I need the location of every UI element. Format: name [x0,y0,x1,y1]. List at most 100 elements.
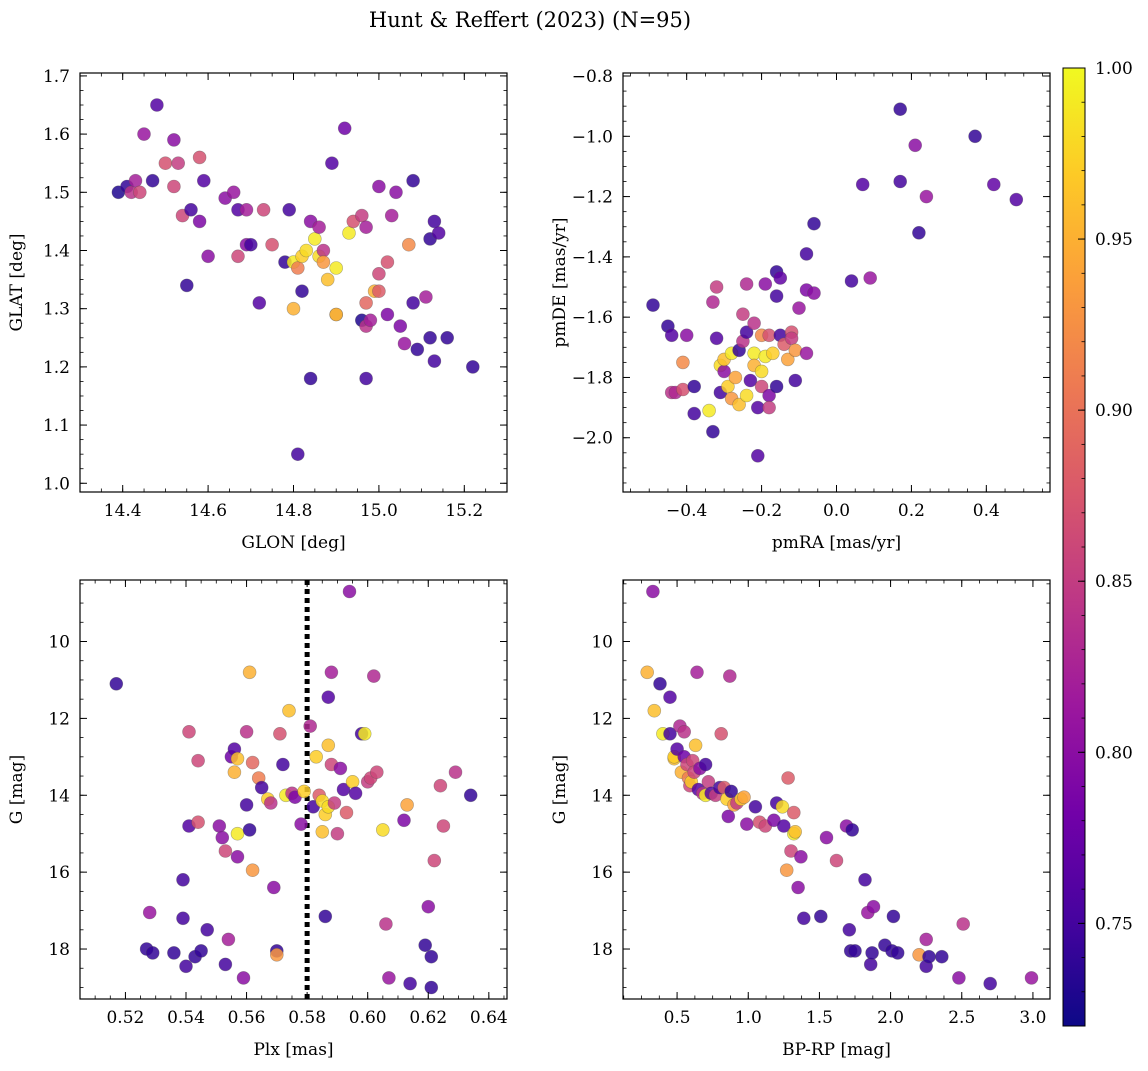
scatter-point [934,949,949,964]
scatter-point [646,298,660,312]
scatter-point [200,922,214,937]
scatter-point [192,214,207,229]
scatter-point [263,796,278,810]
scatter-point [295,284,309,299]
scatter-point [276,757,290,772]
panel-pmra-pmde: −0.4 −0.2 0.0 0.2 0.4 −2.0 −1.8 −1.6 −1.4 −1.2 −1.… [550,67,1051,553]
x-tick-label: 14.6 [189,501,227,521]
scatter-point [230,826,245,841]
scatter-point [747,316,761,331]
x-tick-label: 0.58 [288,1008,326,1028]
panel-bprp-g: 0.5 1.0 1.5 2.0 2.5 3.0 10 12 14 16 18 BP-RP [mag] G… [550,579,1051,1060]
scatter-point [765,346,780,361]
x-tick-label: 15.0 [360,501,398,521]
scatter-point [721,379,735,394]
y-tick-label: 12 [591,709,613,729]
scatter-point [709,331,724,346]
scatter-point [167,179,181,194]
scatter-point [419,290,433,304]
panel-glon-glat: 14.4 14.6 14.8 15.0 15.2 1.0 1.1 1.2 1.3 1.4 1.5 1.… [7,67,508,553]
scatter-point [345,774,360,789]
y-tick-label: −1.4 [572,248,613,268]
scatter-point [269,947,284,962]
scatter-point [230,751,245,766]
scatter-point [813,909,828,924]
y-axis-label: GLAT [deg] [7,233,27,331]
scatter-point [242,823,257,837]
scatter-point [786,805,801,820]
scatter-point [312,220,326,234]
axes-frame [79,579,508,1000]
scatter-point [359,220,373,234]
scatter-point [372,179,386,194]
scatter-point [303,719,318,733]
scatter-point [886,909,901,924]
scatter-point [329,261,344,275]
scatter-point [348,786,363,801]
scatter-point [688,738,703,753]
colorbar-tick-label: 1.00 [1095,59,1133,79]
y-tick-label: −2.0 [572,429,613,449]
scatter-point [145,173,160,188]
y-tick-label: 10 [48,633,70,653]
x-tick-label: 1.0 [735,1008,762,1028]
scatter-point [807,216,821,231]
x-tick-label: −0.4 [666,501,707,521]
y-tick-label: 16 [48,863,70,883]
scatter-point [158,156,173,170]
y-tick-label: 10 [591,633,613,653]
x-axis-label: BP-RP [mag] [782,1040,891,1060]
scatter-point [724,784,739,799]
scatter-point [788,373,803,388]
scatter-point [290,447,305,462]
scatter-point [866,899,881,914]
scatter-point [676,355,690,370]
scatter-point [779,863,794,878]
scatter-point [321,738,336,753]
scatter-point [194,944,208,958]
scatter-point [912,226,926,240]
scatter-point [265,237,279,252]
scatter-point [290,261,305,275]
scatter-point [397,813,411,828]
x-tick-label: 14.8 [275,501,313,521]
y-tick-label: 14 [591,786,613,806]
x-tick-label: 1.5 [806,1008,833,1028]
scatter-point [736,307,750,322]
scatter-point [167,946,181,960]
scatter-point [919,189,934,204]
scatter-point [342,226,356,240]
axis-ticks [623,580,1050,999]
scatter-point [796,911,811,926]
scatter-point [321,690,336,705]
scatter-point [431,226,446,240]
y-tick-label: −1.8 [572,368,613,388]
scatter-point [792,301,806,315]
scatter-point [236,971,251,985]
scatter-points [640,584,1039,991]
scatter-point [773,271,788,285]
scatter-point [663,726,677,741]
scatter-point [316,255,331,269]
scatter-point [230,849,245,864]
scatter-point [403,976,417,991]
x-tick-label: 15.2 [445,501,483,521]
scatter-point [357,726,372,741]
scatter-point [653,676,667,691]
scatter-point [372,266,386,281]
scatter-point [221,932,236,947]
scatter-point [320,272,335,287]
scatter-point [784,331,799,346]
scatter-point [137,127,151,141]
scatter-point [791,880,805,895]
scatter-point [754,364,769,379]
scatter-point [788,824,803,839]
x-tick-label: 3.0 [1019,1008,1046,1028]
y-tick-label: 1.3 [43,300,70,320]
scatter-point [433,778,448,793]
scatter-point [337,121,352,136]
scatter-point [739,277,754,291]
scatter-point [732,397,746,412]
scatter-point [197,173,211,188]
